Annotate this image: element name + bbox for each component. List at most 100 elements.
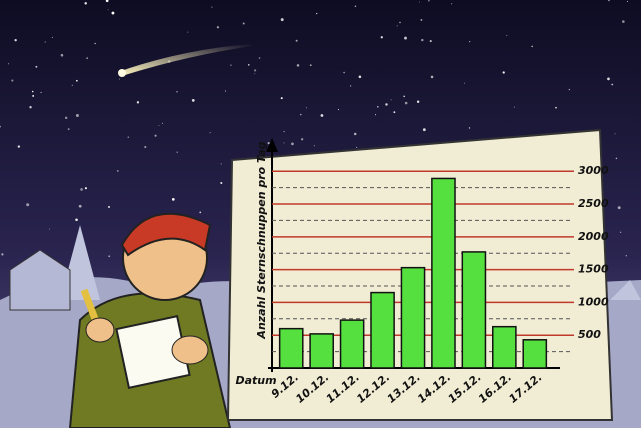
y-axis-label: Anzahl Sternschnuppen pro Tag [255,141,268,339]
star [18,145,20,147]
star [626,255,627,256]
star [210,132,211,133]
star [84,2,86,4]
bar [462,252,485,368]
star [343,72,345,74]
star [187,32,188,33]
star [531,46,533,48]
star [417,101,419,103]
bar [341,320,364,368]
star [310,64,312,66]
star [359,76,362,79]
star [108,9,109,10]
star [419,2,420,3]
star [211,7,212,8]
bar [432,178,455,368]
star [49,229,50,230]
star [464,83,465,84]
star [217,26,219,28]
star [254,73,255,74]
bar [310,334,333,368]
star [375,114,376,115]
star [128,136,129,137]
star [622,20,625,23]
star [112,12,115,15]
star [85,187,87,189]
star [86,57,88,59]
star [616,158,618,160]
star [300,114,302,116]
star [611,84,613,86]
star [430,40,432,42]
star [225,91,226,92]
star [248,64,249,65]
y-tick-label: 1000 [578,295,609,308]
star [338,109,339,110]
star [281,97,283,99]
star [385,103,387,105]
bar [493,327,516,368]
star [627,1,628,2]
star [316,13,317,14]
star [52,37,53,38]
star [72,85,73,86]
star [391,99,392,100]
star [119,79,120,80]
bar [401,268,424,368]
star [607,78,610,81]
star [29,106,31,108]
bar [371,293,394,368]
star [381,36,383,38]
star [469,127,470,128]
star [137,101,139,103]
star [404,37,407,40]
y-tick-label: 2000 [578,230,609,243]
star [397,25,398,26]
star [423,128,426,131]
star [503,71,505,73]
star [8,63,9,64]
star [306,107,307,108]
star [68,128,70,130]
star [354,133,356,135]
x-axis-label: Datum [235,374,276,387]
star [32,91,34,93]
star [35,66,37,68]
star [431,76,434,79]
star [26,203,29,206]
star [14,39,16,41]
star [321,114,324,117]
star [199,211,201,213]
star [405,102,408,105]
star [108,255,110,257]
star [162,123,163,124]
star [469,41,470,42]
star [45,41,46,42]
star [428,0,429,1]
star [284,142,285,143]
star [220,182,222,184]
star [79,205,82,208]
star [254,69,256,71]
star [620,232,621,233]
star [569,89,570,90]
star [192,99,195,102]
star [108,206,110,208]
star [421,39,423,41]
star [393,111,395,113]
star [243,23,245,25]
star [230,64,231,65]
star [420,19,422,21]
star [117,170,118,171]
bar [523,340,546,368]
star [259,57,261,59]
star [172,198,175,201]
star [301,138,303,140]
star [350,85,351,86]
star [158,125,159,126]
star [75,218,78,221]
star [355,6,357,8]
y-tick-label: 500 [578,328,601,341]
star [284,131,285,132]
star [65,117,67,119]
